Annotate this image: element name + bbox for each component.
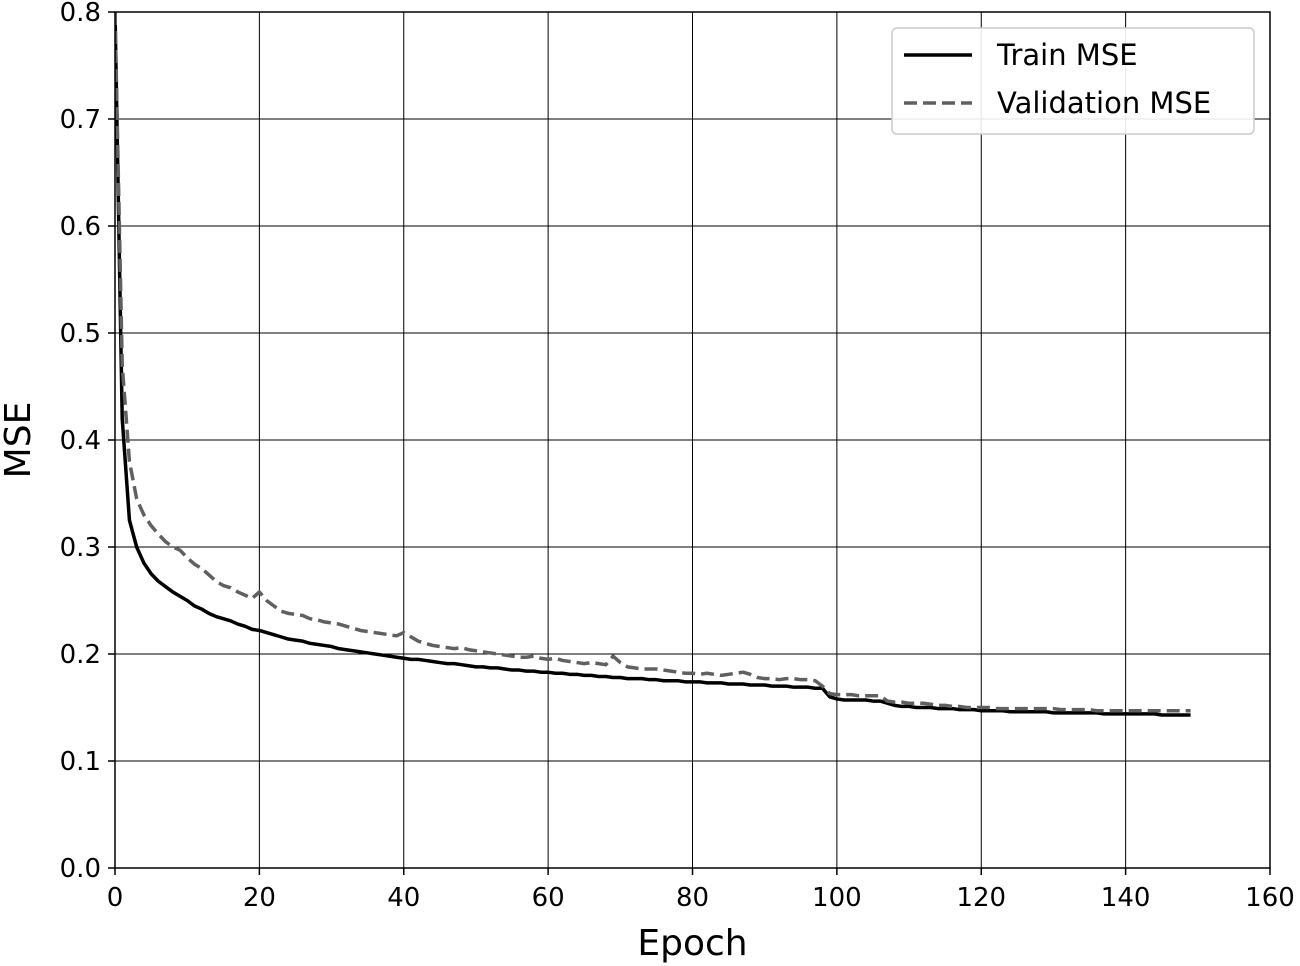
series-lines — [115, 12, 1191, 717]
y-tick-label: 0.7 — [60, 105, 101, 135]
x-tick-label: 100 — [812, 883, 862, 913]
x-tick-label: 60 — [532, 883, 565, 913]
legend-label: Train MSE — [996, 38, 1138, 72]
x-tick-label: 40 — [387, 883, 420, 913]
y-tick-label: 0.8 — [60, 0, 101, 28]
axis-ticks: 0 20 40 60 80 100 120 140 160 0.0 0.1 0.2 0.3 0.4 0.5 0… — [60, 0, 1295, 913]
y-axis-label: MSE — [0, 402, 39, 479]
x-axis-label: Epoch — [637, 923, 747, 964]
series-line-validation-mse — [115, 12, 1191, 713]
y-tick-label: 0.3 — [60, 533, 101, 563]
legend-box — [891, 27, 1255, 135]
x-tick-label: 80 — [676, 883, 709, 913]
y-tick-label: 0.5 — [60, 319, 101, 349]
y-tick-label: 0.6 — [60, 212, 101, 242]
series-line-train-mse — [115, 12, 1191, 717]
x-tick-label: 20 — [243, 883, 276, 913]
x-tick-label: 0 — [107, 883, 124, 913]
y-tick-label: 0.4 — [60, 426, 101, 456]
y-tick-label: 0.1 — [60, 747, 101, 777]
x-tick-label: 160 — [1245, 883, 1295, 913]
y-tick-label: 0.2 — [60, 640, 101, 670]
x-tick-label: 120 — [956, 883, 1006, 913]
legend: Train MSE Validation MSE — [891, 27, 1255, 135]
legend-label: Validation MSE — [997, 86, 1211, 120]
y-tick-label: 0.0 — [60, 854, 101, 884]
x-tick-label: 140 — [1101, 883, 1151, 913]
